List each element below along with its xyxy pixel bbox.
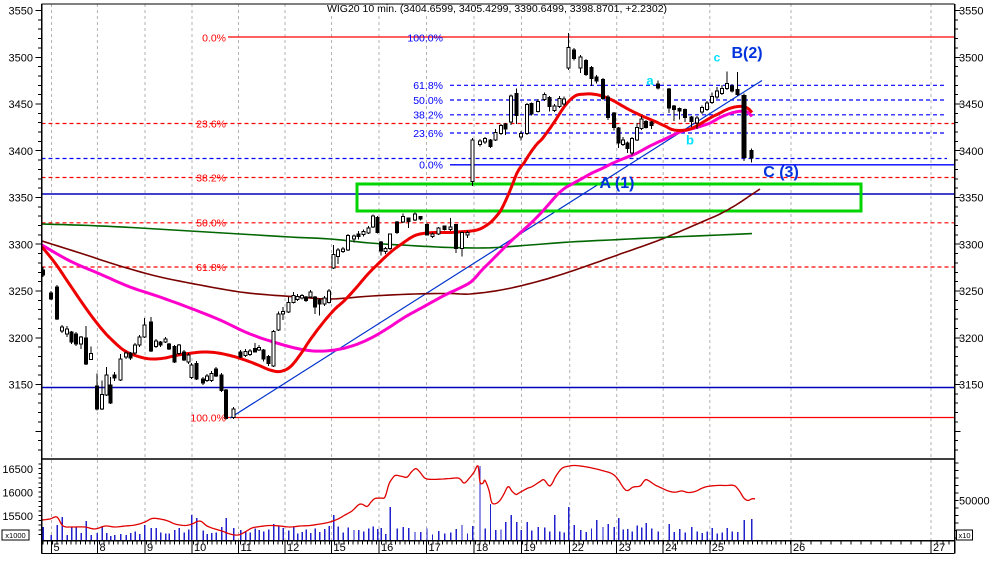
svg-text:24: 24	[665, 542, 677, 554]
svg-text:3400: 3400	[9, 146, 33, 158]
svg-text:A (1): A (1)	[600, 175, 635, 192]
svg-text:a: a	[646, 73, 654, 88]
svg-text:23.6%: 23.6%	[413, 128, 443, 140]
svg-text:3450: 3450	[9, 99, 33, 111]
svg-text:100.0%: 100.0%	[190, 412, 226, 424]
svg-text:100.0%: 100.0%	[407, 32, 443, 44]
svg-text:16: 16	[381, 542, 393, 554]
svg-text:61.8%: 61.8%	[196, 262, 226, 274]
svg-text:38.2%: 38.2%	[413, 110, 443, 122]
svg-text:50.0%: 50.0%	[196, 218, 226, 230]
svg-text:15500: 15500	[2, 511, 33, 523]
svg-text:3450: 3450	[959, 99, 983, 111]
svg-text:3500: 3500	[959, 52, 983, 64]
svg-text:0.0%: 0.0%	[202, 32, 226, 44]
svg-text:x10: x10	[958, 531, 970, 540]
svg-text:c: c	[714, 51, 721, 65]
svg-text:17: 17	[429, 542, 441, 554]
svg-text:b: b	[686, 133, 694, 148]
svg-text:23: 23	[619, 542, 631, 554]
svg-text:16500: 16500	[2, 464, 33, 476]
svg-text:23.6%: 23.6%	[196, 118, 226, 130]
svg-text:15: 15	[334, 542, 346, 554]
svg-text:50000: 50000	[959, 496, 990, 508]
svg-text:38.2%: 38.2%	[196, 172, 226, 184]
svg-text:3250: 3250	[9, 286, 33, 298]
svg-text:26: 26	[793, 542, 805, 554]
svg-text:3500: 3500	[9, 52, 33, 64]
svg-text:8: 8	[100, 542, 106, 554]
svg-text:3300: 3300	[959, 239, 983, 251]
svg-text:11: 11	[241, 542, 252, 554]
svg-text:5: 5	[54, 542, 60, 554]
svg-text:18: 18	[476, 542, 488, 554]
svg-text:3350: 3350	[9, 193, 33, 205]
svg-text:3150: 3150	[9, 380, 33, 392]
svg-text:B(2): B(2)	[731, 45, 762, 62]
svg-text:50.0%: 50.0%	[413, 95, 443, 107]
svg-text:3550: 3550	[9, 6, 33, 18]
svg-text:3250: 3250	[959, 286, 983, 298]
svg-text:27: 27	[933, 542, 945, 554]
svg-text:3350: 3350	[959, 193, 983, 205]
svg-text:3400: 3400	[959, 146, 983, 158]
svg-text:22: 22	[572, 542, 584, 554]
svg-text:10: 10	[194, 542, 206, 554]
svg-text:0.0%: 0.0%	[419, 160, 443, 172]
svg-text:3150: 3150	[959, 380, 983, 392]
svg-text:3300: 3300	[9, 239, 33, 251]
svg-text:19: 19	[524, 542, 536, 554]
svg-text:25: 25	[712, 542, 724, 554]
svg-text:9: 9	[147, 542, 153, 554]
svg-text:16000: 16000	[2, 488, 33, 500]
svg-text:C (3): C (3)	[763, 164, 799, 181]
svg-text:WIG20 10 min. (3404.6599, 3405: WIG20 10 min. (3404.6599, 3405.4299, 339…	[327, 3, 667, 15]
svg-text:12: 12	[287, 542, 299, 554]
svg-text:61.8%: 61.8%	[413, 80, 443, 92]
svg-text:3200: 3200	[959, 333, 983, 345]
svg-text:3200: 3200	[9, 333, 33, 345]
svg-text:3550: 3550	[959, 6, 983, 18]
svg-text:x1000: x1000	[5, 531, 25, 540]
